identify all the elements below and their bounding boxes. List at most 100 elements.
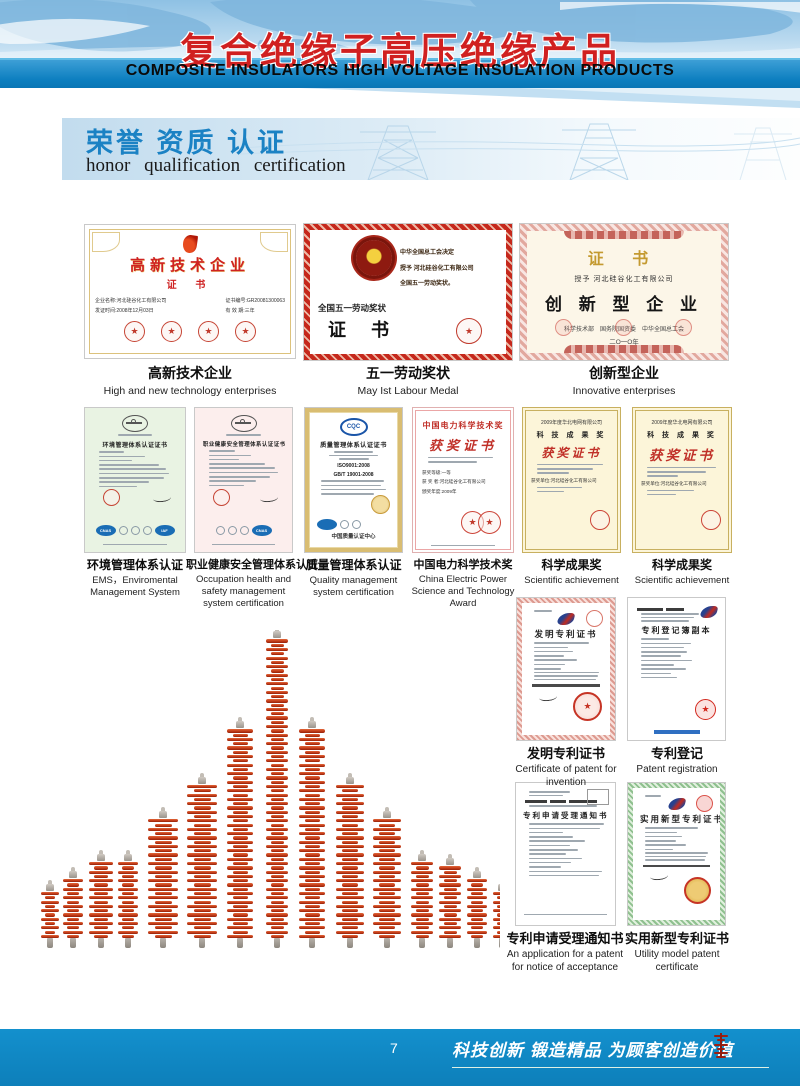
composite-insulator	[148, 807, 178, 948]
doc-number-box	[587, 789, 609, 805]
footer-line	[523, 913, 608, 915]
accreditation-logos	[309, 519, 398, 530]
certificate-ems: 环境管理体系认证证书 CNAS IAF	[85, 408, 185, 552]
cert-title: 环境管理体系认证证书	[102, 442, 168, 449]
award-name: 科 技 成 果 奖	[536, 432, 607, 439]
text-lines	[316, 480, 391, 495]
header-blue-band	[0, 58, 800, 88]
composite-insulator	[411, 849, 433, 948]
red-seal-icon	[615, 319, 632, 336]
certificate-achievement-2: 2009年度华北电网有限公司 科 技 成 果 奖 获奖证书 获奖单位:河北硅谷化…	[633, 408, 731, 552]
red-star-seal-icon: ★	[478, 511, 501, 534]
composite-insulator	[373, 807, 401, 948]
redacted-line	[525, 800, 606, 803]
text-lines	[203, 450, 284, 487]
caption-patent-invention: 发明专利证书 Certificate of patent for inventi…	[515, 746, 617, 788]
text-lines	[93, 434, 177, 436]
text-lines	[635, 638, 718, 679]
composite-insulator	[439, 854, 461, 948]
certificate-power-award: 中国电力科学技术奖 获奖证书 获奖等级:一等 获 奖 者:河北硅谷化工有限公司 …	[413, 408, 513, 552]
red-seal-icon	[586, 610, 603, 627]
cert-title: 中国电力科学技术奖	[422, 421, 504, 430]
text-lines	[316, 451, 391, 460]
cert-award-label: 全国五一劳动奖状	[318, 303, 387, 313]
composite-insulator	[63, 867, 83, 948]
page-header: 复合绝缘子高压绝缘产品 COMPOSITE INSULATORS HIGH VO…	[0, 0, 800, 88]
page-number: 7	[390, 1040, 398, 1056]
footer-blue-bar	[653, 730, 700, 734]
red-seal-icon: ★	[198, 321, 219, 342]
red-seal-icon: ★	[124, 321, 145, 342]
caption-innovative: 创新型企业 Innovative enterprises	[572, 365, 676, 397]
caption-ohs: 职业健康安全管理体系认证 Occupation health and safet…	[186, 559, 318, 609]
section-title-en: honor qualification certification	[86, 155, 346, 176]
caption-ems: 环境管理体系认证 EMS，Enviromental Management Sys…	[86, 558, 183, 598]
composite-insulator	[493, 880, 500, 948]
composite-insulator	[299, 717, 325, 948]
red-star-seal-icon: ★	[695, 699, 716, 720]
award-detail-lines: 获奖等级:一等 获 奖 者:河北硅谷化工有限公司 颁奖年度:2009年	[422, 469, 486, 494]
sipo-logo	[669, 798, 685, 810]
accreditation-logos: CNAS	[195, 525, 292, 536]
page-title-en: COMPOSITE INSULATORS HIGH VOLTAGE INSULA…	[125, 62, 675, 79]
accreditation-logos: CNAS IAF	[85, 525, 185, 536]
text-lines	[529, 610, 603, 612]
issuing-org: 2009年度华北电网有限公司	[651, 420, 713, 426]
text-lines	[531, 486, 612, 493]
certificate-hitech-enterprise: 高新技术企业 证 书 企业名称:河北硅谷化工有限公司 发证时间:2008年12月…	[85, 225, 295, 358]
red-seal-icon	[213, 489, 230, 506]
certificate-may1st-labour: 中华全国总工会决定 授予 河北硅谷化工有限公司 全国五一劳动奖状。 全国五一劳动…	[304, 224, 512, 360]
cert-year: 二O一O年	[609, 339, 639, 346]
composite-insulator	[336, 772, 364, 948]
accreditation-mark	[352, 520, 361, 529]
standard-code: GB/T 19001-2008	[333, 471, 374, 478]
red-seal-icon	[696, 795, 713, 812]
text-lines	[640, 852, 713, 861]
key-logo	[230, 415, 257, 432]
caption-qms: 质量管理体系认证 Quality management system certi…	[305, 558, 402, 598]
caption-power-award: 中国电力科学技术奖 China Electric Power Science a…	[411, 559, 515, 609]
accreditation-logo	[317, 519, 337, 530]
cqc-logo: CQC	[339, 418, 368, 436]
cert-subtitle: 证 书	[166, 280, 214, 291]
insulator-lineup-image	[20, 630, 500, 980]
cert-big-title: 创 新 型 企 业	[545, 295, 703, 314]
issuing-org: 2009年度华北电网有限公司	[540, 420, 603, 426]
red-seal-icon: ★	[161, 321, 182, 342]
text-lines	[93, 451, 177, 488]
sipo-logo	[701, 606, 717, 618]
certificate-innovative-enterprise: 证 书 授予 河北硅谷化工有限公司 创 新 型 企 业 科学技术部 国务院国资委…	[520, 224, 728, 360]
award-certificate-script: 获奖证书	[428, 438, 497, 453]
text-lines	[641, 489, 723, 496]
accreditation-mark	[227, 526, 237, 535]
text-lines	[422, 456, 504, 463]
ornament-bar	[563, 345, 685, 353]
composite-insulator	[467, 867, 487, 948]
cert-title: 实用新型专利证书	[640, 813, 725, 824]
highlight-line	[531, 684, 601, 687]
flame-logo	[181, 234, 199, 254]
page-title-cn: 复合绝缘子高压绝缘产品	[180, 31, 620, 72]
text-lines	[640, 827, 713, 851]
certificate-ohs: 职业健康安全管理体系认证证书 CNAS	[195, 408, 292, 552]
cert-title: 质量管理体系认证证书	[320, 442, 387, 449]
issuer-name: 中国质量认证中心	[331, 534, 376, 540]
red-seal-icon: ★	[235, 321, 256, 342]
text-lines	[203, 434, 284, 436]
text-lines	[523, 823, 608, 877]
composite-insulator	[89, 849, 113, 948]
accreditation-mark	[130, 526, 140, 535]
red-seal-icon	[701, 510, 721, 530]
text-lines	[635, 613, 718, 622]
standard-code: ISO9001:2008	[337, 462, 370, 469]
composite-insulator	[227, 717, 253, 948]
footer-line	[212, 543, 275, 545]
certificate-utility-model-patent: 实用新型专利证书	[628, 783, 725, 925]
redacted-header	[637, 608, 716, 611]
cert-award-line: 授予 河北硅谷化工有限公司	[574, 276, 674, 283]
red-seal-icon	[103, 489, 120, 506]
caption-achievement-1: 科学成果奖 Scientific achievement	[524, 558, 619, 586]
cnas-logo: CNAS	[251, 525, 272, 536]
transmission-tower-graphic	[240, 123, 800, 180]
text-lines	[529, 671, 603, 681]
